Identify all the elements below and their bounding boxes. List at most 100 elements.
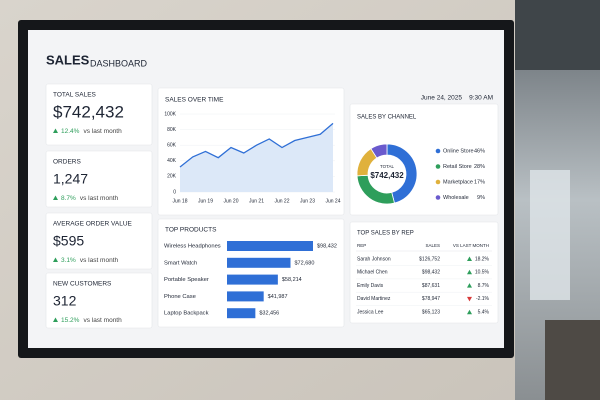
bar [227, 291, 264, 302]
category-label: Wireless Headphones [164, 244, 221, 250]
trend-arrow-up [467, 256, 472, 261]
category-label: Phone Case [164, 294, 196, 300]
kpi-label: ORDERS [53, 159, 81, 166]
table-title: TOP SALES BY REP [357, 231, 414, 237]
kpi-label: AVERAGE ORDER VALUE [53, 221, 133, 228]
kpi-change: 15.2% [61, 317, 80, 324]
table-cell: 5.4% [478, 310, 490, 316]
value-label: $72,680 [295, 260, 315, 266]
kpi-label: TOTAL SALES [53, 92, 97, 99]
table-cell: $78,947 [422, 296, 440, 302]
donut-center-label: TOTAL [380, 164, 395, 169]
time: 9:30 AM [469, 95, 493, 102]
column-header: SALES [425, 243, 440, 248]
x-tick-label: Jun 22 [274, 198, 289, 204]
category-label: Portable Speaker [164, 277, 209, 283]
value-label: 17% [474, 179, 485, 185]
value-label: $41,987 [268, 294, 288, 300]
legend-marker [435, 148, 441, 154]
card [45, 150, 153, 208]
category-label: Smart Watch [164, 260, 197, 266]
bar [227, 274, 278, 285]
trend-arrow-up [53, 317, 58, 322]
y-tick-label: 100K [164, 111, 176, 117]
trend-arrow-up [467, 283, 472, 288]
window [530, 170, 570, 300]
kpi-value: $595 [53, 233, 84, 249]
dashboard-subtitle: DASHBOARD [90, 58, 148, 68]
trend-arrow-up [53, 257, 58, 262]
kpi-note: vs last month [83, 128, 122, 135]
x-tick-label: Jun 18 [172, 198, 187, 204]
kpi-note: vs last month [83, 317, 122, 324]
y-tick-label: 0 [173, 189, 176, 195]
kpi-change: 3.1% [61, 257, 76, 264]
legend-marker [435, 179, 441, 185]
x-tick-label: Jun 24 [325, 198, 340, 204]
kpi-change-row: 8.7% vs last month [61, 195, 119, 202]
x-tick-label: Jun 20 [223, 198, 238, 204]
table-cell: $87,631 [422, 283, 440, 289]
x-tick-label: Jun 21 [249, 198, 264, 204]
value-label: 28% [474, 164, 485, 170]
legend-label: Marketplace [443, 179, 473, 185]
value-label: $32,456 [259, 311, 279, 317]
table-cell: Michael Chen [357, 270, 388, 276]
legend-label: Online Store [443, 148, 474, 154]
table-cell: $65,123 [422, 310, 440, 316]
kpi-value: 312 [53, 293, 77, 309]
chart-title: TOP PRODUCTS [165, 227, 217, 234]
kpi-change-row: 3.1% vs last month [61, 257, 119, 264]
category-label: Laptop Backpack [164, 311, 209, 317]
x-tick-label: Jun 19 [198, 198, 213, 204]
table-cell: 10.5% [475, 270, 490, 276]
card [45, 212, 153, 270]
kpi-label: NEW CUSTOMERS [53, 281, 112, 288]
trend-arrow-down [467, 296, 472, 302]
table-cell: $126,752 [419, 256, 440, 262]
trend-arrow-up [467, 309, 472, 315]
kpi-value: $742,432 [53, 102, 124, 121]
bar [227, 257, 291, 268]
ceiling [515, 0, 600, 70]
legend-label: Retail Store [443, 164, 472, 170]
x-tick-label: Jun 23 [300, 198, 315, 204]
table-cell: Sarah Johnson [357, 256, 391, 262]
kpi-note: vs last month [80, 257, 119, 264]
y-tick-label: 40K [167, 158, 177, 164]
kpi-change-row: 15.2% vs last month [61, 317, 122, 324]
table-cell: Jessica Lee [357, 310, 384, 316]
bar [227, 308, 256, 319]
kpi-change: 12.4% [61, 128, 80, 135]
chart-title: SALES OVER TIME [165, 97, 224, 104]
legend-marker [435, 195, 441, 200]
column-header: REP [357, 243, 366, 248]
y-tick-label: 20K [167, 174, 177, 180]
date: June 24, 2025 [421, 95, 463, 102]
kpi-change-row: 12.4% vs last month [61, 128, 122, 135]
legend-label: Wholesale [443, 195, 469, 201]
table-cell: Emily Davis [357, 283, 384, 289]
trend-arrow-up [53, 195, 58, 200]
bar [227, 241, 313, 251]
line [179, 122, 334, 168]
table-cell: $98,432 [422, 270, 440, 276]
value-label: 46% [474, 148, 485, 154]
donut-center-value: $742,432 [370, 171, 404, 180]
table-cell: 18.2% [475, 256, 490, 262]
trend-arrow-up [53, 128, 58, 133]
table-cell: -2.1% [476, 296, 490, 302]
card [45, 272, 153, 329]
column-header: VS LAST MONTH [453, 243, 489, 248]
y-tick-label: 80K [167, 127, 177, 133]
kpi-value: 1,247 [53, 171, 88, 187]
desk [545, 320, 600, 400]
value-label: 9% [477, 195, 485, 201]
kpi-change: 8.7% [61, 195, 76, 202]
kpi-note: vs last month [80, 195, 119, 202]
dashboard-title: SALES [46, 52, 90, 67]
card [349, 221, 499, 324]
value-label: $58,214 [282, 277, 302, 283]
